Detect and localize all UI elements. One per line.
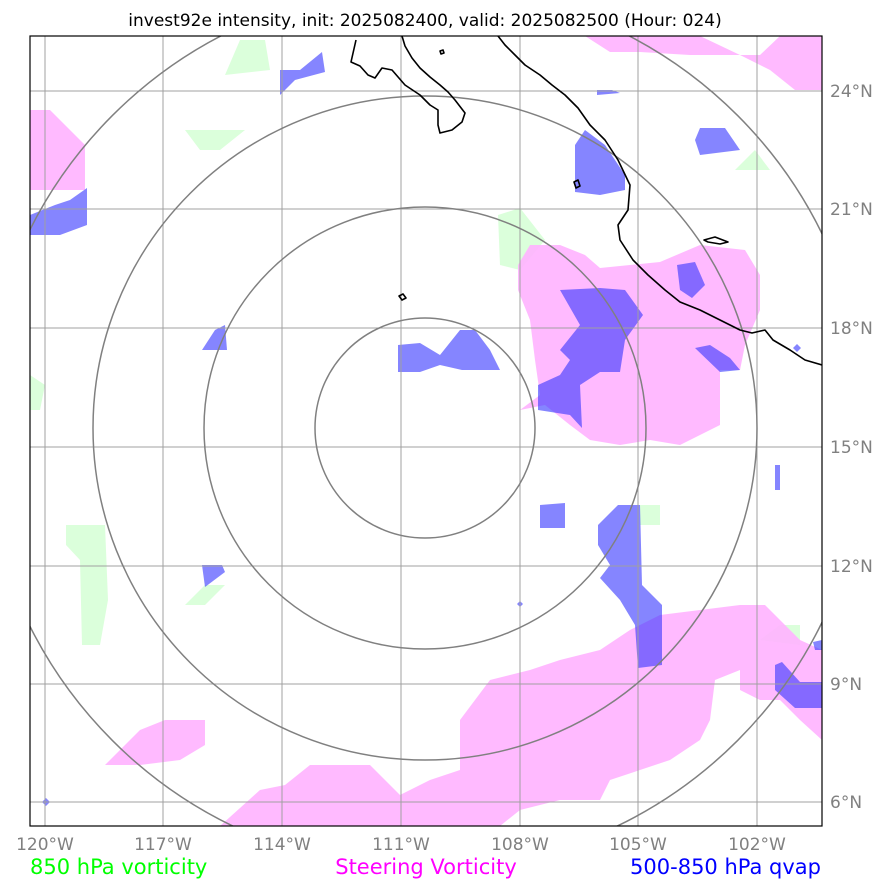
qvap-patch <box>775 662 822 708</box>
lat-tick-label: 6°N <box>830 793 862 813</box>
qvap-patch <box>280 52 325 95</box>
legend: 850 hPa vorticity Steering Vorticity 500… <box>30 855 821 879</box>
lat-tick-label: 9°N <box>830 675 862 695</box>
steering-patch <box>30 110 85 190</box>
lon-tick-label: 120°W <box>16 835 74 855</box>
qvap-layer <box>30 52 822 806</box>
lon-tick-label: 114°W <box>253 835 311 855</box>
island-outline <box>398 293 407 301</box>
steering-patch <box>585 36 822 90</box>
baja-california-coast <box>350 36 466 134</box>
qvap-patch <box>813 640 822 650</box>
lat-tick-labels: 24°N 21°N 18°N 15°N 12°N 9°N 6°N <box>830 82 873 813</box>
vort850-patch <box>185 130 245 150</box>
qvap-patch <box>398 330 500 372</box>
lat-tick-label: 24°N <box>830 82 873 102</box>
vort850-patch <box>30 375 45 410</box>
steering-patch <box>105 720 205 765</box>
lon-tick-labels: 120°W 117°W 114°W 111°W 108°W 105°W 102°… <box>16 835 786 855</box>
vort850-patch <box>640 505 660 525</box>
lat-tick-label: 12°N <box>830 557 873 577</box>
island-outline <box>439 49 445 55</box>
legend-qvap: 500-850 hPa qvap <box>630 855 821 879</box>
vort850-patch <box>66 525 108 645</box>
vort850-patch <box>185 585 225 605</box>
qvap-patch <box>793 344 801 352</box>
steering-patch <box>518 245 760 445</box>
qvap-patch <box>695 128 740 155</box>
map-title: invest92e intensity, init: 2025082400, v… <box>128 11 721 31</box>
island-outline <box>573 179 581 189</box>
lon-tick-label: 108°W <box>491 835 549 855</box>
qvap-patch <box>775 465 780 490</box>
legend-vort850: 850 hPa vorticity <box>30 855 207 879</box>
qvap-patch <box>540 503 565 528</box>
qvap-patch <box>677 262 705 298</box>
range-ring <box>314 317 536 539</box>
lat-tick-label: 21°N <box>830 200 873 220</box>
plot-frame <box>29 35 823 827</box>
range-ring <box>203 206 647 650</box>
coastline <box>350 36 822 366</box>
lon-tick-label: 102°W <box>728 835 786 855</box>
lat-tick-label: 18°N <box>830 319 873 339</box>
qvap-patch <box>30 188 87 235</box>
qvap-patch <box>695 345 740 372</box>
qvap-patch <box>538 288 643 428</box>
qvap-patch <box>598 505 662 668</box>
range-rings <box>30 36 822 826</box>
lon-tick-label: 105°W <box>609 835 667 855</box>
qvap-patch <box>202 565 225 587</box>
lat-tick-label: 15°N <box>830 438 873 458</box>
range-ring <box>92 95 758 761</box>
range-ring <box>30 36 822 826</box>
mainland-mexico-coast <box>703 236 729 245</box>
lon-tick-label: 117°W <box>134 835 192 855</box>
lon-tick-label: 111°W <box>372 835 430 855</box>
mainland-mexico-coast <box>497 36 822 366</box>
qvap-patch <box>575 130 625 195</box>
vort850-patch <box>735 150 770 170</box>
plot-area <box>30 36 822 826</box>
vort850-patch <box>225 40 270 75</box>
legend-steering: Steering Vorticity <box>335 855 517 879</box>
steering-patch <box>220 605 822 826</box>
